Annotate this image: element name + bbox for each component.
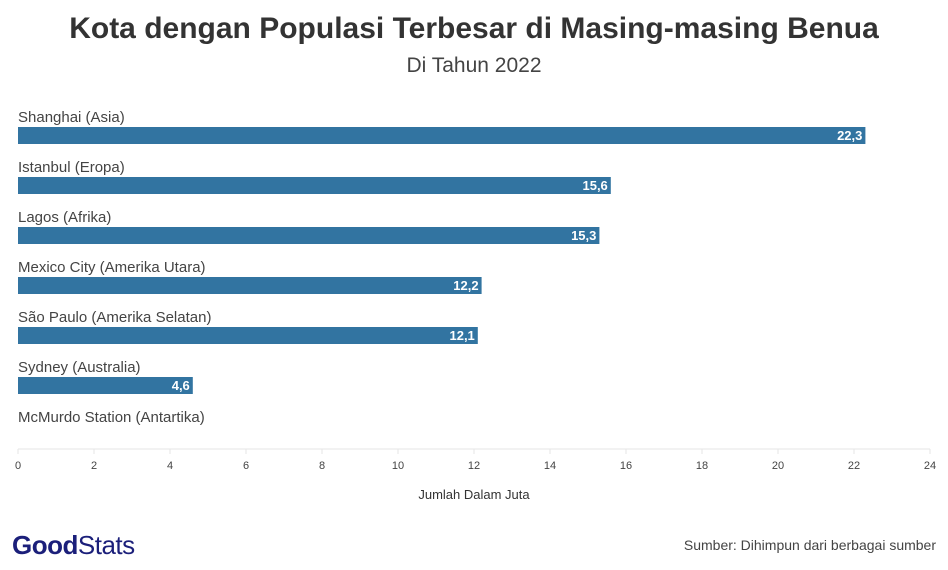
chart-subtitle: Di Tahun 2022 bbox=[406, 54, 542, 77]
x-tick-label: 2 bbox=[91, 460, 97, 472]
x-tick-label: 12 bbox=[468, 460, 480, 472]
bar bbox=[18, 327, 478, 344]
chart-title: Kota dengan Populasi Terbesar di Masing-… bbox=[69, 12, 879, 45]
category-label: Istanbul (Eropa) bbox=[18, 159, 125, 176]
bar bbox=[18, 127, 866, 144]
x-tick-label: 22 bbox=[848, 460, 860, 472]
source-note: Sumber: Dihimpun dari berbagai sumber bbox=[683, 537, 936, 553]
x-tick-label: 18 bbox=[696, 460, 708, 472]
bar bbox=[18, 177, 611, 194]
category-label: São Paulo (Amerika Selatan) bbox=[18, 309, 211, 326]
data-label: 22,3 bbox=[837, 128, 862, 143]
data-label: 15,6 bbox=[582, 178, 607, 193]
category-label: Lagos (Afrika) bbox=[18, 209, 111, 226]
category-label: Shanghai (Asia) bbox=[18, 109, 125, 126]
data-label: 12,2 bbox=[453, 278, 478, 293]
x-axis-title: Jumlah Dalam Juta bbox=[418, 487, 530, 502]
bar bbox=[18, 377, 193, 394]
x-tick-label: 24 bbox=[924, 460, 936, 472]
category-label: Mexico City (Amerika Utara) bbox=[18, 259, 206, 276]
bar bbox=[18, 227, 600, 244]
x-tick-label: 6 bbox=[243, 460, 249, 472]
x-tick-label: 10 bbox=[392, 460, 404, 472]
category-label: Sydney (Australia) bbox=[18, 359, 141, 376]
data-label: 15,3 bbox=[571, 228, 596, 243]
bar bbox=[18, 277, 482, 294]
data-label: 4,6 bbox=[172, 378, 190, 393]
data-label: 12,1 bbox=[449, 328, 474, 343]
x-tick-label: 4 bbox=[167, 460, 173, 472]
goodstats-logo: GoodStats bbox=[12, 530, 135, 560]
x-tick-label: 0 bbox=[15, 460, 21, 472]
x-tick-label: 8 bbox=[319, 460, 325, 472]
x-tick-label: 16 bbox=[620, 460, 632, 472]
x-tick-label: 20 bbox=[772, 460, 784, 472]
category-label: McMurdo Station (Antartika) bbox=[18, 409, 205, 426]
x-tick-label: 14 bbox=[544, 460, 556, 472]
